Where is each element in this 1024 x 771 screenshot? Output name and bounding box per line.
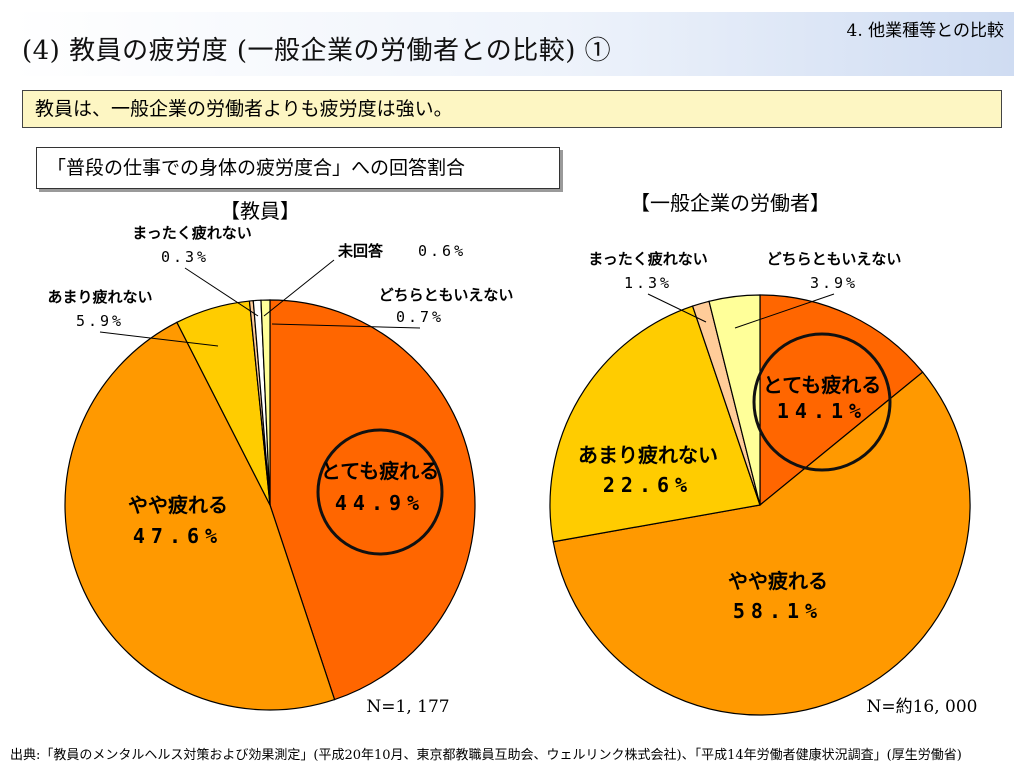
- slice-value: 58.1%: [733, 599, 823, 623]
- leader-line: [99, 331, 219, 347]
- slice-label: あまり疲れない: [578, 443, 718, 467]
- slice-label: どちらともいえない: [379, 286, 514, 304]
- slice-value: 0.3%: [161, 248, 209, 266]
- pie-slice-totemo: [759, 294, 924, 507]
- leader-line: [184, 267, 259, 317]
- slice-value: 47.6%: [133, 524, 223, 548]
- leader-line: [271, 323, 421, 329]
- chart-title: 【一般企業の労働者】: [630, 191, 830, 215]
- slice-label: どちらともいえない: [767, 250, 902, 268]
- header-band: [10, 12, 1014, 76]
- slice-value: 22.6%: [603, 473, 693, 497]
- pie-slice-yaya: [64, 321, 336, 711]
- leader-line: [647, 293, 707, 323]
- slice-value: 44.9%: [335, 491, 425, 515]
- slice-label: とても疲れる: [321, 459, 439, 483]
- source-note: 出典:「教員のメンタルヘルス対策および効果測定」(平成20年10月、東京都教職員…: [10, 748, 962, 763]
- pie-slice-dochira: [260, 299, 271, 506]
- slice-label: 未回答: [337, 242, 384, 260]
- slice-value: 3.9%: [810, 274, 858, 292]
- slice-label: まったく疲れない: [132, 224, 251, 242]
- slice-label: まったく疲れない: [588, 250, 707, 268]
- slice-value: 1.3%: [624, 274, 672, 292]
- highlight-circle: [316, 428, 444, 556]
- slice-label: やや疲れる: [128, 493, 228, 517]
- slice-value: 14.1%: [777, 399, 867, 423]
- pie-charts: 【教員】 N=1, 177 とても疲れる 44.9% やや疲れる 47.6% あまり疲れない…: [47, 191, 977, 717]
- slice-label: やや疲れる: [728, 569, 828, 593]
- slice-label: あまり疲れない: [47, 288, 152, 306]
- question-box: 「普段の仕事での身体の疲労度合」への回答割合: [36, 147, 560, 189]
- leader-line: [263, 259, 335, 317]
- pie-slice-yaya: [552, 371, 971, 716]
- section-label: 4. 他業種等との比較: [846, 21, 1004, 41]
- page-title: (4) 教員の疲労度 (一般企業の労働者との比較) ①: [22, 36, 612, 66]
- highlight-circle: [752, 332, 892, 472]
- n-label: N=約16, 000: [866, 697, 977, 717]
- leader-line: [734, 293, 835, 329]
- summary-box: 教員は、一般企業の労働者よりも疲労度は強い。: [22, 90, 1002, 128]
- slice-value: 0.6%: [418, 242, 466, 260]
- n-label: N=1, 177: [366, 697, 449, 717]
- chart-title: 【教員】: [220, 199, 300, 223]
- pie-slice-amari: [549, 305, 761, 543]
- slice-label: とても疲れる: [763, 373, 881, 397]
- pie-slice-totemo: [269, 299, 476, 701]
- slice-value: 5.9%: [76, 312, 124, 330]
- pie-slice-dochira: [708, 294, 761, 506]
- slice-value: 0.7%: [396, 308, 444, 326]
